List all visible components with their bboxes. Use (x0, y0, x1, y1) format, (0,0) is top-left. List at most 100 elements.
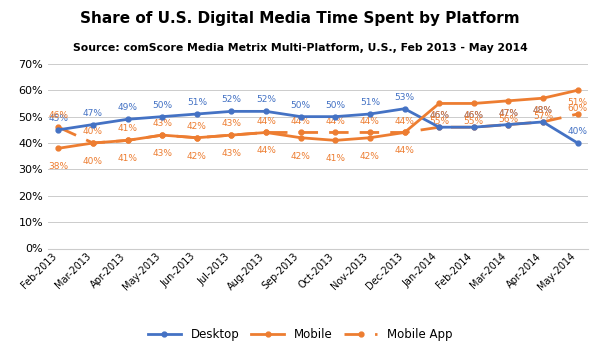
Desktop (297, 115, 304, 119)
Text: 43%: 43% (221, 149, 241, 158)
Text: 48%: 48% (533, 106, 553, 115)
Desktop (193, 112, 200, 116)
Desktop (505, 122, 512, 127)
Mobile (124, 138, 131, 142)
Mobile (539, 96, 547, 100)
Text: 46%: 46% (464, 111, 484, 120)
Text: 46%: 46% (429, 111, 449, 120)
Text: 44%: 44% (360, 116, 380, 126)
Text: 45%: 45% (49, 114, 68, 123)
Text: 44%: 44% (395, 146, 415, 155)
Desktop (55, 128, 62, 132)
Mobile App (574, 112, 581, 116)
Text: 52%: 52% (256, 95, 276, 104)
Text: 56%: 56% (499, 115, 518, 124)
Text: 42%: 42% (187, 122, 207, 131)
Mobile (262, 130, 269, 135)
Text: 49%: 49% (118, 103, 137, 112)
Mobile (297, 136, 304, 140)
Mobile App (228, 133, 235, 137)
Mobile App (158, 133, 166, 137)
Mobile (55, 146, 62, 151)
Text: 42%: 42% (291, 152, 311, 160)
Mobile App (262, 130, 269, 135)
Mobile (158, 133, 166, 137)
Mobile App (193, 136, 200, 140)
Mobile (367, 136, 374, 140)
Desktop (401, 106, 408, 111)
Line: Mobile: Mobile (56, 88, 580, 151)
Mobile (332, 138, 339, 142)
Text: 48%: 48% (533, 106, 553, 115)
Text: 47%: 47% (83, 109, 103, 118)
Text: 55%: 55% (429, 118, 449, 126)
Desktop (228, 109, 235, 114)
Text: 51%: 51% (360, 98, 380, 107)
Text: 46%: 46% (429, 111, 449, 120)
Line: Desktop: Desktop (56, 106, 580, 146)
Text: Source: comScore Media Metrix Multi-Platform, U.S., Feb 2013 - May 2014: Source: comScore Media Metrix Multi-Plat… (73, 43, 527, 53)
Desktop (158, 115, 166, 119)
Text: 38%: 38% (49, 162, 68, 171)
Desktop (262, 109, 269, 114)
Mobile (228, 133, 235, 137)
Desktop (436, 125, 443, 129)
Text: 43%: 43% (152, 149, 172, 158)
Mobile App (367, 130, 374, 135)
Mobile App (539, 120, 547, 124)
Desktop (574, 141, 581, 145)
Text: 52%: 52% (221, 95, 241, 104)
Line: Mobile App: Mobile App (56, 111, 580, 146)
Text: 40%: 40% (83, 157, 103, 166)
Mobile (193, 136, 200, 140)
Text: 40%: 40% (83, 127, 103, 136)
Text: 41%: 41% (118, 125, 137, 133)
Text: 50%: 50% (152, 101, 172, 110)
Mobile App (55, 125, 62, 129)
Text: 40%: 40% (568, 127, 587, 136)
Text: 43%: 43% (152, 119, 172, 128)
Mobile (470, 101, 478, 105)
Desktop (367, 112, 374, 116)
Text: 44%: 44% (395, 116, 415, 126)
Mobile App (124, 138, 131, 142)
Text: 47%: 47% (499, 109, 518, 118)
Text: 50%: 50% (290, 101, 311, 110)
Mobile (436, 101, 443, 105)
Text: 53%: 53% (394, 93, 415, 102)
Text: 46%: 46% (464, 111, 484, 120)
Mobile (505, 99, 512, 103)
Mobile App (89, 141, 97, 145)
Text: 43%: 43% (221, 119, 241, 128)
Mobile App (401, 130, 408, 135)
Text: 46%: 46% (49, 111, 68, 120)
Text: 41%: 41% (325, 154, 346, 163)
Mobile (401, 130, 408, 135)
Mobile App (297, 130, 304, 135)
Desktop (470, 125, 478, 129)
Text: 44%: 44% (325, 116, 345, 126)
Text: 44%: 44% (256, 116, 276, 126)
Mobile App (436, 125, 443, 129)
Desktop (539, 120, 547, 124)
Mobile (89, 141, 97, 145)
Mobile App (332, 130, 339, 135)
Text: 44%: 44% (291, 116, 311, 126)
Text: 42%: 42% (187, 152, 207, 160)
Text: 44%: 44% (256, 146, 276, 155)
Text: 41%: 41% (118, 154, 137, 163)
Text: 55%: 55% (464, 118, 484, 126)
Desktop (124, 117, 131, 121)
Text: 42%: 42% (360, 152, 380, 160)
Mobile (574, 88, 581, 92)
Text: 47%: 47% (499, 109, 518, 118)
Desktop (89, 122, 97, 127)
Text: 50%: 50% (325, 101, 346, 110)
Text: 51%: 51% (568, 98, 587, 107)
Text: 51%: 51% (187, 98, 207, 107)
Text: 60%: 60% (568, 104, 587, 113)
Desktop (332, 115, 339, 119)
Text: Share of U.S. Digital Media Time Spent by Platform: Share of U.S. Digital Media Time Spent b… (80, 11, 520, 26)
Mobile App (470, 125, 478, 129)
Text: 57%: 57% (533, 112, 553, 121)
